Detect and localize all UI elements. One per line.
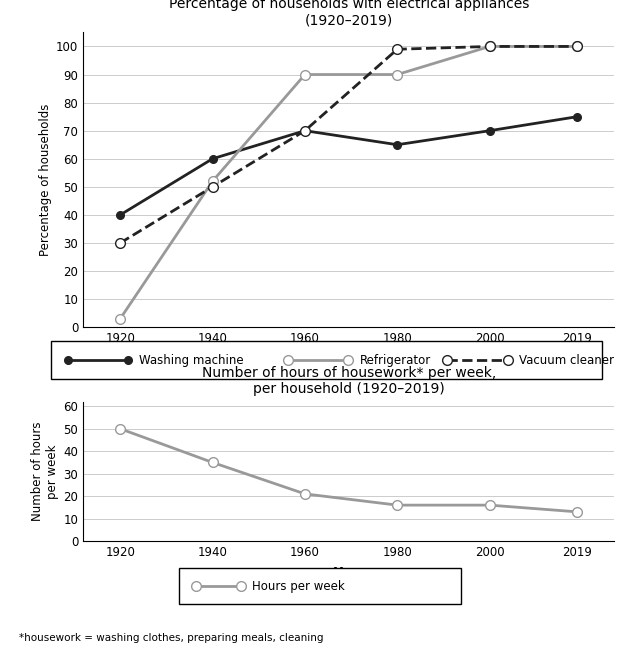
Text: Refrigerator: Refrigerator bbox=[360, 354, 431, 367]
Title: Number of hours of housework* per week,
per household (1920–2019): Number of hours of housework* per week, … bbox=[202, 366, 496, 397]
X-axis label: Year: Year bbox=[333, 566, 364, 579]
Text: Hours per week: Hours per week bbox=[252, 579, 345, 593]
Title: Percentage of households with electrical appliances
(1920–2019): Percentage of households with electrical… bbox=[168, 0, 529, 27]
X-axis label: Year: Year bbox=[333, 352, 364, 365]
Y-axis label: Number of hours
per week: Number of hours per week bbox=[31, 422, 60, 521]
Text: Washing machine: Washing machine bbox=[140, 354, 244, 367]
Text: Vacuum cleaner: Vacuum cleaner bbox=[519, 354, 614, 367]
Y-axis label: Percentage of households: Percentage of households bbox=[39, 104, 52, 256]
Text: *housework = washing clothes, preparing meals, cleaning: *housework = washing clothes, preparing … bbox=[19, 633, 324, 643]
